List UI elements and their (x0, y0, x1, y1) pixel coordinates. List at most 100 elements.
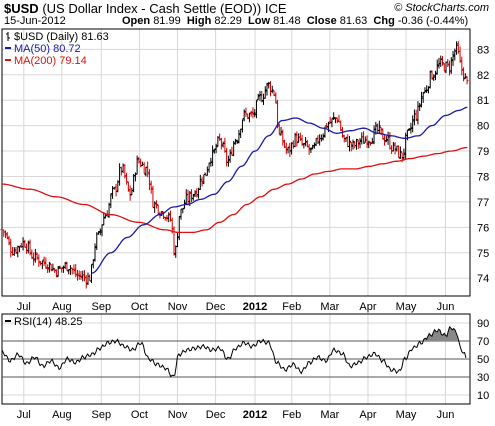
price-bar (219, 137, 223, 150)
price-bar (365, 135, 369, 149)
price-bar (391, 141, 395, 152)
price-bar (193, 190, 197, 198)
price-bar (84, 275, 88, 289)
chart-title: $USD (US Dollar Index - Cash Settle (EOD… (4, 1, 287, 16)
price-x-tick-label: May (396, 301, 417, 313)
rsi-x-tick-label: Sep (92, 409, 112, 421)
price-bar (258, 90, 262, 102)
ma200-line (2, 146, 468, 234)
price-bar (321, 133, 325, 141)
price-bar (44, 257, 48, 269)
price-bar (351, 139, 355, 150)
price-bar (226, 155, 230, 167)
legend-entry: $USD (Daily) 81.63 (14, 31, 109, 43)
price-bar (54, 269, 58, 278)
price-y-tick-label: 82 (477, 70, 489, 82)
price-bar (393, 142, 397, 155)
rsi-x-tick-label: Feb (282, 409, 301, 421)
exchange: ICE (264, 1, 287, 16)
price-bar (4, 230, 8, 239)
rsi-legend: RSI(14) 48.25 (5, 316, 82, 328)
price-bar (32, 252, 36, 266)
price-bar (448, 60, 452, 76)
description: (US Dollar Index - Cash Settle (EOD)) (42, 1, 262, 16)
price-bars (0, 41, 469, 289)
price-bar (30, 249, 34, 259)
price-bar (414, 109, 418, 121)
price-bar (455, 41, 459, 55)
price-bar (216, 136, 220, 147)
price-bar (211, 145, 215, 167)
price-bar (12, 247, 16, 256)
price-x-tick-label: Mar (320, 301, 339, 313)
price-x-tick-label: Oct (131, 301, 148, 313)
price-bar (411, 115, 415, 133)
price-bar (165, 214, 169, 222)
rsi-x-tick-label: Mar (320, 409, 339, 421)
rsi-x-tick-label: Nov (168, 409, 188, 421)
price-bar (356, 139, 360, 149)
price-bar (449, 57, 453, 74)
price-bar (435, 59, 439, 75)
price-x-tick-label: Aug (52, 301, 72, 313)
rsi-x-tick-label: Dec (206, 409, 226, 421)
price-bar (358, 138, 362, 149)
price-bar (349, 142, 353, 152)
price-bar (25, 243, 29, 254)
price-bar (267, 81, 271, 89)
price-bar (109, 193, 113, 209)
price-x-tick-label: Dec (206, 301, 226, 313)
price-bar (437, 57, 441, 69)
price-bar (214, 143, 218, 154)
rsi-x-tick-label: 2012 (243, 409, 267, 421)
price-bar (212, 148, 216, 154)
price-bar (181, 208, 185, 214)
rsi-legend-entry: RSI(14) 48.25 (14, 316, 82, 328)
price-bar (432, 74, 436, 81)
price-y-tick-label: 74 (477, 273, 489, 285)
price-bar (14, 246, 18, 254)
credit: © StockCharts.com (394, 2, 489, 14)
price-bar (228, 149, 232, 163)
price-bar (21, 237, 25, 251)
price-bar (309, 147, 313, 153)
price-bar (419, 91, 423, 108)
price-bar (286, 147, 290, 154)
price-bar (330, 118, 334, 128)
price-bar (446, 59, 450, 67)
price-bar (377, 120, 381, 134)
rsi-x-tick-label: Apr (359, 409, 376, 421)
price-bar (49, 264, 53, 272)
chg-value: -0.36 (-0.44%) (397, 15, 469, 27)
price-bar (335, 117, 339, 124)
price-bar (105, 210, 109, 217)
price-bar (195, 188, 199, 198)
price-bar (112, 187, 116, 190)
price-bar (367, 140, 371, 149)
price-bar (328, 116, 332, 124)
price-bar (209, 157, 213, 167)
price-bar (123, 164, 127, 179)
price-bar (163, 217, 167, 221)
price-y-tick-label: 76 (477, 222, 489, 234)
price-bar (128, 185, 132, 201)
price-bar (430, 70, 434, 80)
price-bar (260, 90, 264, 103)
open-value: 81.99 (153, 15, 181, 27)
price-y-tick-label: 78 (477, 171, 489, 183)
symbol: $USD (4, 1, 39, 16)
price-bar (428, 70, 432, 89)
price-bar (251, 107, 255, 119)
price-bar (281, 129, 285, 146)
price-x-tick-label: Sep (92, 301, 112, 313)
price-bar (75, 269, 79, 281)
price-y-tick-label: 83 (477, 44, 489, 56)
price-bar (202, 174, 206, 185)
price-bar (298, 132, 302, 142)
price-bar (347, 135, 351, 152)
price-bar (167, 212, 171, 223)
price-bar (274, 92, 278, 104)
price-bar (265, 82, 269, 96)
price-y-tick-label: 77 (477, 197, 489, 209)
